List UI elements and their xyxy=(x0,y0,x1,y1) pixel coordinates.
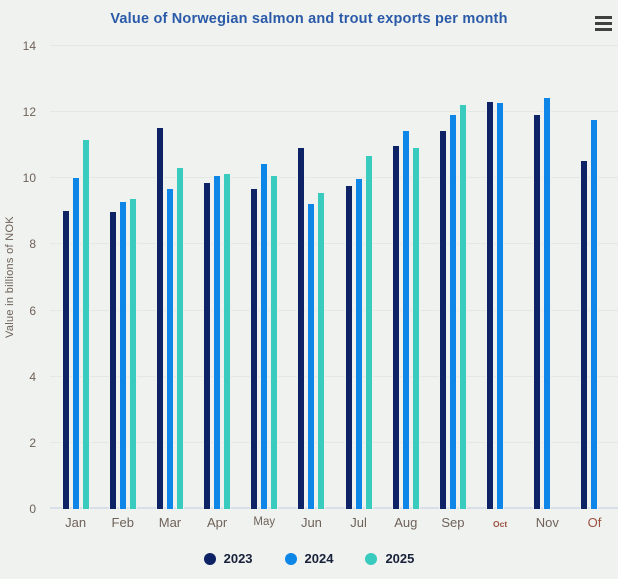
legend-marker-2023 xyxy=(203,552,216,565)
legend-item-2024[interactable]: 2024 xyxy=(284,551,334,566)
bar-2025-sep[interactable] xyxy=(458,103,467,509)
bar-2024-oct[interactable] xyxy=(496,102,505,509)
x-tick-label-oct: Oct xyxy=(493,519,508,529)
gridline xyxy=(50,375,618,377)
x-axis-line xyxy=(50,507,618,509)
bar-group-jul xyxy=(335,46,382,509)
bar-2025-jan[interactable] xyxy=(81,138,90,509)
bar-group-mar xyxy=(146,46,193,509)
bar-2024-sep[interactable] xyxy=(448,113,457,509)
legend-label: 2023 xyxy=(223,551,253,566)
bar-2023-mar[interactable] xyxy=(155,127,164,509)
hamburger-menu-icon[interactable] xyxy=(591,12,615,34)
legend-item-2025[interactable]: 2025 xyxy=(365,551,414,566)
y-tick-label: 10 xyxy=(22,171,36,186)
bar-group-nov xyxy=(524,46,571,509)
bar-2025-apr[interactable] xyxy=(223,173,232,509)
menu-bar xyxy=(594,15,612,19)
bar-2023-aug[interactable] xyxy=(391,145,400,509)
x-tick-label-jul: Jul xyxy=(350,515,367,530)
bar-2023-jul[interactable] xyxy=(344,184,353,509)
y-tick-label: 2 xyxy=(29,435,36,450)
bar-2024-aug[interactable] xyxy=(401,130,410,509)
bar-group-feb xyxy=(99,46,146,509)
x-tick-label-mar: Mar xyxy=(158,515,182,530)
legend: 2023 2024 2025 xyxy=(0,551,618,566)
bar-2023-feb[interactable] xyxy=(108,211,117,509)
bar-2024-may[interactable] xyxy=(260,163,269,509)
plot-area xyxy=(50,45,618,509)
chart-title: Value of Norwegian salmon and trout expo… xyxy=(110,11,508,27)
bar-2025-feb[interactable] xyxy=(128,198,137,509)
bar-2025-mar[interactable] xyxy=(175,166,184,509)
y-tick-label: 8 xyxy=(29,237,36,252)
x-tick-label-jun: Jun xyxy=(300,515,322,530)
y-tick-label: 0 xyxy=(29,502,36,516)
bar-group-jan xyxy=(52,46,99,509)
bar-2024-feb[interactable] xyxy=(118,201,127,509)
gridline xyxy=(50,45,618,46)
bar-group-aug xyxy=(382,46,429,509)
legend-marker-2024 xyxy=(284,552,297,565)
bar-2025-jun[interactable] xyxy=(317,191,326,509)
bar-2024-jan[interactable] xyxy=(71,176,80,509)
menu-bar xyxy=(594,21,612,25)
bar-2024-of[interactable] xyxy=(590,118,599,509)
bar-group-jun xyxy=(288,46,335,509)
bar-group-apr xyxy=(194,46,241,509)
bar-group-sep xyxy=(429,46,476,509)
x-tick-label-sep: Sep xyxy=(441,515,465,530)
bar-2023-may[interactable] xyxy=(250,188,259,509)
legend-label: 2024 xyxy=(304,551,334,566)
gridline xyxy=(50,441,618,443)
menu-bar xyxy=(594,27,612,31)
bar-2023-oct[interactable] xyxy=(486,100,495,509)
x-tick-label-may: May xyxy=(253,516,276,528)
bar-2025-jul[interactable] xyxy=(364,155,373,509)
bar-2025-may[interactable] xyxy=(270,174,279,509)
bar-2024-mar[interactable] xyxy=(165,188,174,509)
y-tick-label: 14 xyxy=(22,39,36,53)
bar-2023-sep[interactable] xyxy=(438,130,447,509)
x-tick-label-aug: Aug xyxy=(394,515,418,530)
bar-2023-apr[interactable] xyxy=(203,181,212,509)
bar-2023-of[interactable] xyxy=(580,160,589,509)
y-tick-label: 6 xyxy=(29,303,36,318)
y-tick-label: 4 xyxy=(29,369,36,384)
x-tick-label-nov: Nov xyxy=(535,515,559,530)
bar-2024-apr[interactable] xyxy=(213,174,222,509)
x-tick-label-jan: Jan xyxy=(65,515,87,530)
bar-2023-jan[interactable] xyxy=(61,209,70,509)
bar-2023-nov[interactable] xyxy=(533,113,542,509)
gridline xyxy=(50,243,618,245)
y-axis-ticks: 0 2 4 6 8 10 12 14 xyxy=(0,39,44,516)
x-tick-label-of: Of xyxy=(587,515,602,530)
x-tick-label-apr: Apr xyxy=(206,515,228,530)
bar-group-of xyxy=(571,46,618,509)
bar-group-may xyxy=(241,46,288,509)
bar-2025-aug[interactable] xyxy=(411,146,420,509)
legend-label: 2025 xyxy=(385,551,415,566)
x-tick-label-feb: Feb xyxy=(111,515,134,530)
x-axis-labels: Jan Feb Mar Apr May Jun Jul Aug Sep Oct Nov Of xyxy=(52,515,618,530)
gridline xyxy=(50,111,618,113)
gridline xyxy=(50,309,618,311)
y-tick-label: 12 xyxy=(22,105,36,120)
gridline xyxy=(50,177,618,179)
bar-2024-nov[interactable] xyxy=(543,97,552,509)
bar-2023-jun[interactable] xyxy=(297,146,306,509)
bar-2024-jun[interactable] xyxy=(307,203,316,509)
bar-2024-jul[interactable] xyxy=(354,178,363,509)
bar-group-oct xyxy=(477,46,524,509)
legend-item-2023[interactable]: 2023 xyxy=(203,551,253,566)
bar-groups xyxy=(52,46,618,509)
legend-marker-2025 xyxy=(365,552,378,565)
